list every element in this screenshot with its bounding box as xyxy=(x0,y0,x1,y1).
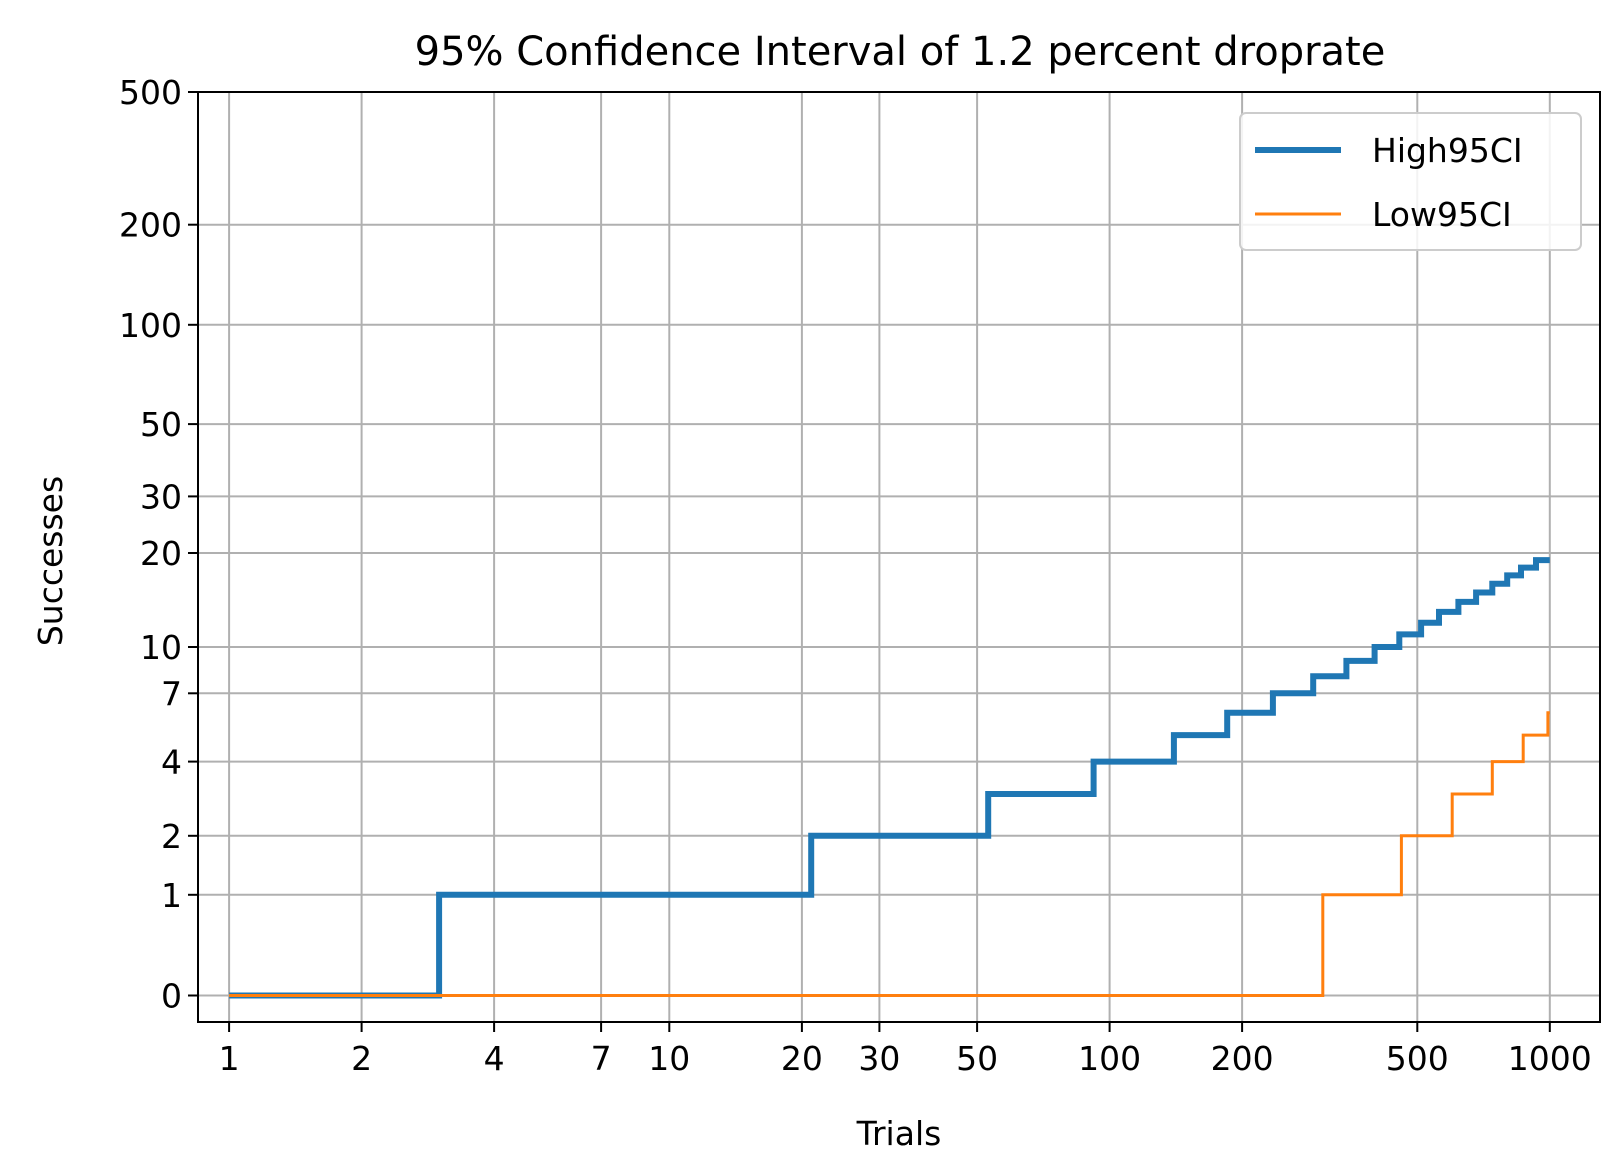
x-tick-label: 1 xyxy=(219,1039,240,1078)
x-tick-label: 200 xyxy=(1211,1039,1274,1078)
y-tick-label: 4 xyxy=(161,743,182,782)
plot-frame xyxy=(197,91,1601,1023)
x-tick-label: 10 xyxy=(648,1039,690,1078)
chart-title: 95% Confidence Interval of 1.2 percent d… xyxy=(415,29,1386,75)
x-tick-label: 50 xyxy=(956,1039,998,1078)
legend-label-low95ci: Low95CI xyxy=(1372,195,1512,234)
legend-label-high95ci: High95CI xyxy=(1372,131,1523,170)
series-line-high95ci xyxy=(229,557,1550,999)
y-tick-label: 7 xyxy=(161,674,182,713)
y-tick-label: 200 xyxy=(119,206,182,245)
x-tick-label: 30 xyxy=(858,1039,900,1078)
y-tick-label: 500 xyxy=(119,73,182,112)
series-lines xyxy=(229,557,1550,999)
x-tick-label: 1000 xyxy=(1508,1039,1592,1078)
y-tick-label: 100 xyxy=(119,306,182,345)
x-tick-label: 2 xyxy=(351,1039,372,1078)
x-tick-label: 100 xyxy=(1078,1039,1141,1078)
y-tick-label: 0 xyxy=(161,977,182,1016)
x-tick-label: 500 xyxy=(1386,1039,1449,1078)
series-line-low95ci xyxy=(229,711,1550,997)
legend: High95CI Low95CI xyxy=(1239,112,1582,251)
x-axis-label: Trials xyxy=(856,1114,942,1153)
y-tick-label: 10 xyxy=(140,628,182,667)
y-tick-label: 30 xyxy=(140,477,182,516)
y-tick-label: 1 xyxy=(161,876,182,915)
y-axis-label: Successes xyxy=(31,476,70,646)
y-tick-label: 2 xyxy=(161,817,182,856)
axis-ticks: 1 2 4 7 10 20 30 50 100 200 500 1000012471020305010… xyxy=(119,73,1592,1078)
x-tick-label: 7 xyxy=(591,1039,612,1078)
y-tick-label: 50 xyxy=(140,405,182,444)
x-tick-label: 20 xyxy=(781,1039,823,1078)
y-tick-label: 20 xyxy=(140,534,182,573)
x-tick-label: 4 xyxy=(484,1039,505,1078)
